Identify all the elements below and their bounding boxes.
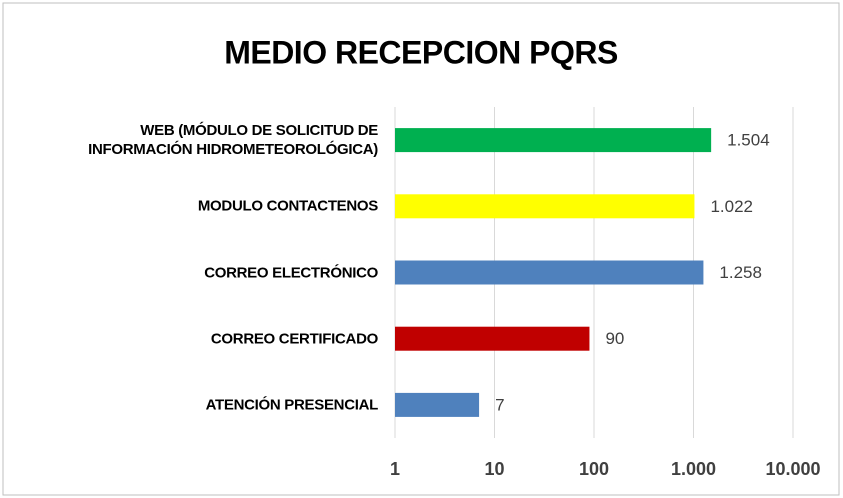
- bar: [395, 326, 590, 351]
- data-label: 1.258: [719, 263, 762, 282]
- data-label: 7: [495, 395, 504, 414]
- data-label: 1.022: [710, 197, 753, 216]
- bar: [395, 194, 695, 219]
- y-tick-label: WEB (MÓDULO DE SOLICITUD DE INFORMACIÓN …: [88, 122, 378, 159]
- data-label: 90: [605, 329, 624, 348]
- x-tick-label: 10: [484, 459, 504, 479]
- y-tick-label: MODULO CONTACTENOS: [197, 197, 378, 215]
- bar: [395, 128, 712, 153]
- chart-title: MEDIO RECEPCION PQRS: [224, 34, 618, 70]
- x-tick-label: 100: [579, 459, 609, 479]
- y-tick-label: CORREO CERTIFICADO: [210, 330, 378, 348]
- x-tick-label: 1: [390, 459, 400, 479]
- y-tick-label: CORREO ELECTRÓNICO: [204, 264, 378, 281]
- data-label: 1.504: [727, 131, 770, 150]
- x-tick-label: 10.000: [765, 459, 820, 479]
- bar: [395, 392, 480, 417]
- bar: [395, 260, 704, 285]
- y-tick-label: ATENCIÓN PRESENCIAL: [205, 396, 379, 414]
- x-tick-label: 1.000: [671, 459, 716, 479]
